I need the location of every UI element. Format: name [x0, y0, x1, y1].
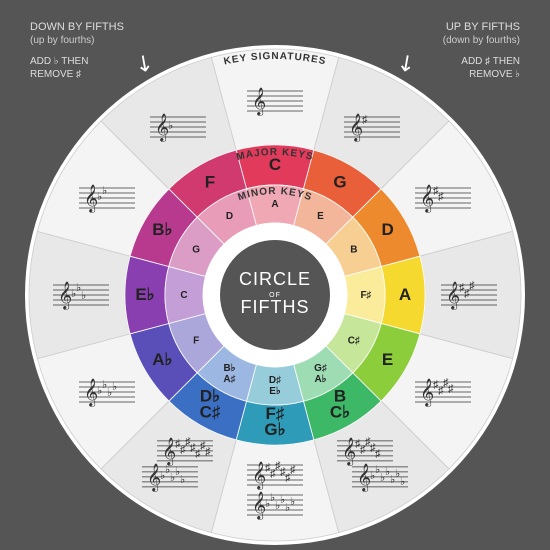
svg-text:♭: ♭ [168, 120, 173, 132]
svg-text:C♭: C♭ [330, 403, 350, 422]
svg-text:D♯: D♯ [269, 375, 281, 386]
svg-text:F♯: F♯ [360, 290, 371, 301]
svg-text:C♯: C♯ [348, 336, 360, 347]
svg-text:E♭: E♭ [269, 386, 281, 397]
svg-text:E: E [317, 211, 324, 222]
svg-text:♯: ♯ [205, 446, 211, 458]
svg-text:C♯: C♯ [200, 403, 221, 422]
svg-text:A: A [399, 285, 411, 304]
svg-text:G: G [192, 245, 200, 256]
svg-text:E: E [382, 350, 393, 369]
svg-text:CIRCLE: CIRCLE [239, 269, 311, 289]
svg-text:G♭: G♭ [264, 420, 285, 439]
svg-text:♯: ♯ [448, 383, 454, 395]
svg-text:B♭: B♭ [224, 363, 236, 374]
svg-text:♭: ♭ [400, 476, 405, 488]
svg-text:♭: ♭ [112, 381, 117, 393]
svg-text:♯: ♯ [362, 114, 368, 126]
svg-text:♭: ♭ [180, 474, 185, 486]
svg-text:♭: ♭ [102, 185, 107, 197]
svg-text:C: C [180, 290, 187, 301]
svg-text:F: F [193, 336, 199, 347]
svg-text:B♭: B♭ [152, 220, 172, 239]
svg-text:B: B [350, 245, 357, 256]
svg-text:♯: ♯ [469, 280, 475, 292]
svg-text:A♭: A♭ [152, 350, 172, 369]
svg-text:D: D [226, 211, 233, 222]
svg-text:A♯: A♯ [223, 374, 235, 385]
circle-of-fifths-diagram: CIRCLEOFFIFTHSKEY SIGNATURESMAJOR KEYSMI… [0, 0, 550, 550]
svg-text:D: D [381, 220, 393, 239]
svg-text:A♭: A♭ [315, 374, 327, 385]
svg-text:E♭: E♭ [135, 285, 154, 304]
svg-text:♯: ♯ [375, 448, 381, 460]
svg-text:♭: ♭ [81, 290, 86, 302]
svg-text:FIFTHS: FIFTHS [241, 297, 310, 317]
svg-text:♭: ♭ [290, 496, 295, 508]
svg-text:G: G [333, 172, 346, 191]
svg-text:F: F [205, 172, 215, 191]
svg-text:A: A [271, 199, 278, 210]
svg-text:𝄞: 𝄞 [252, 88, 266, 116]
svg-text:G♯: G♯ [314, 363, 327, 374]
svg-text:♯: ♯ [438, 191, 444, 203]
svg-text:♯: ♯ [290, 464, 296, 476]
svg-text:C: C [269, 155, 281, 174]
